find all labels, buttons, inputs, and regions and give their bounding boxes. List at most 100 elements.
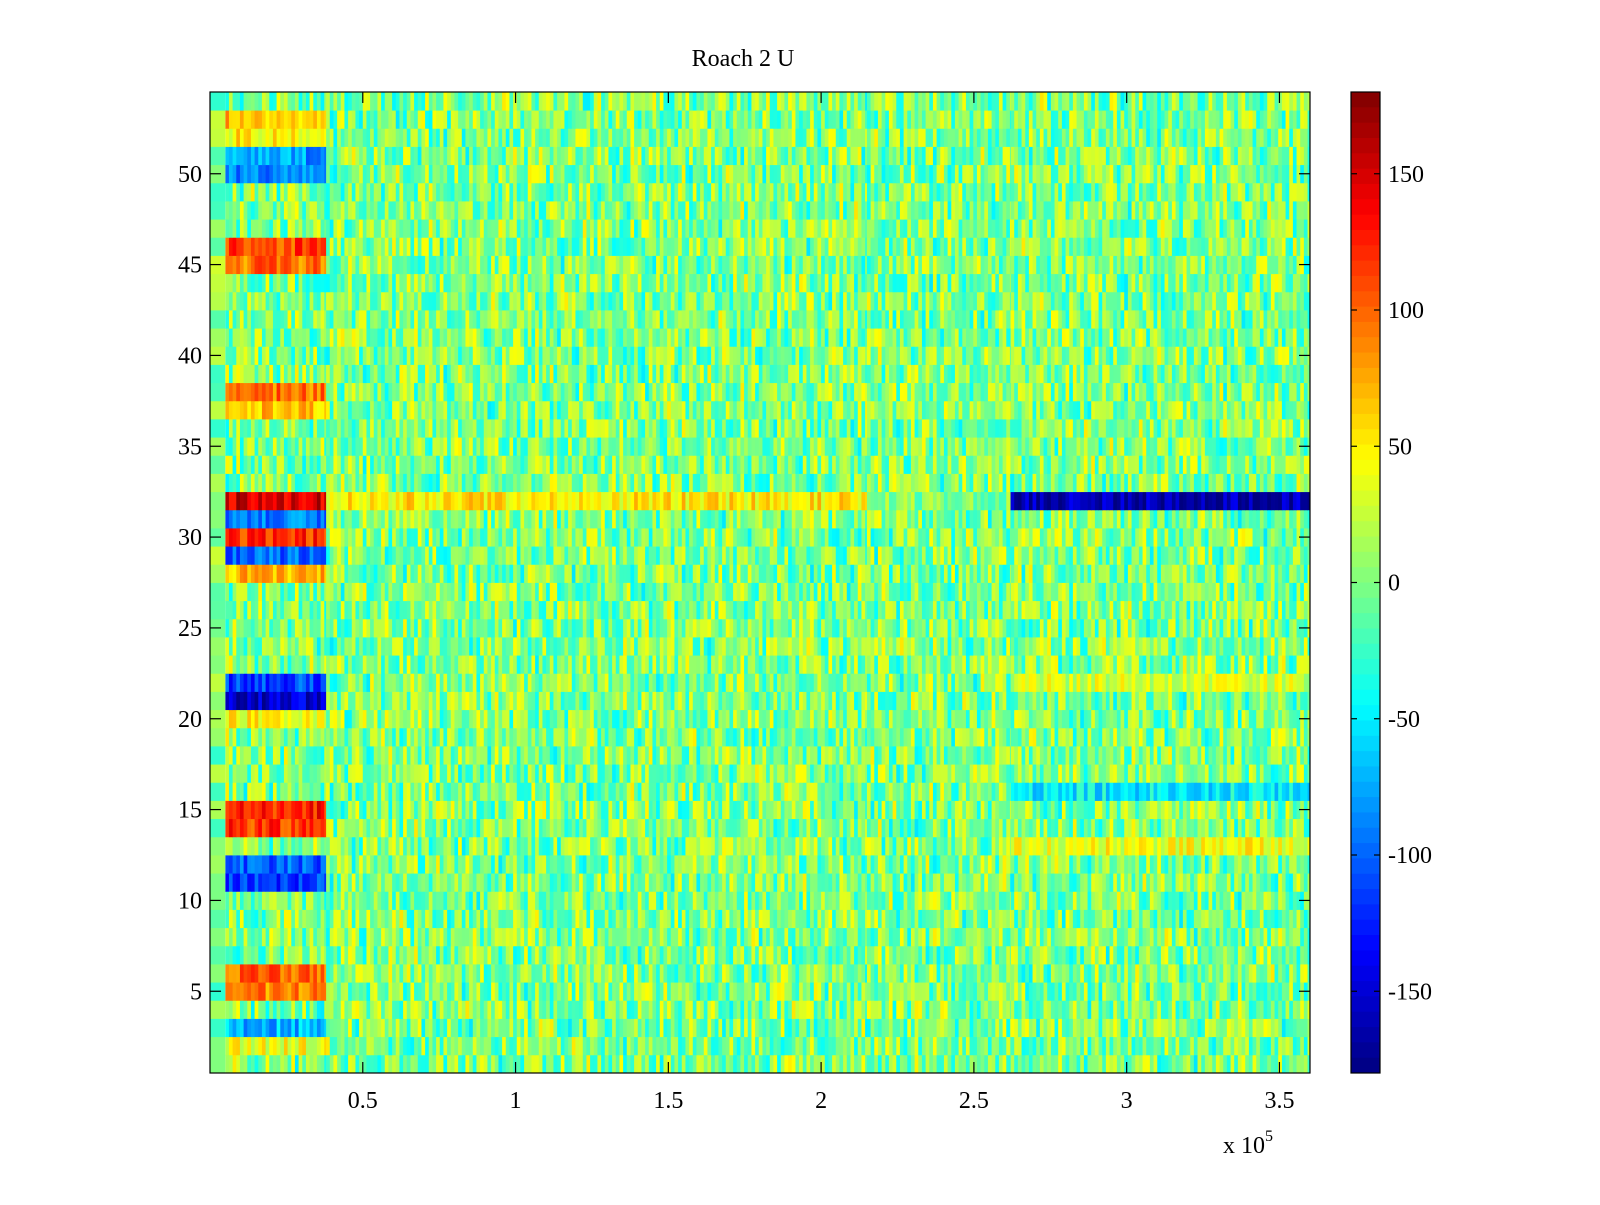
heatmap-cell [1010,964,1015,983]
heatmap-cell [929,891,934,910]
heatmap-cell [324,764,327,783]
heatmap-cell [943,782,949,801]
heatmap-cell [351,1054,356,1074]
heatmap-cell [835,1000,840,1019]
heatmap-cell [351,909,356,929]
heatmap-cell [421,927,426,947]
heatmap-cell [329,818,334,838]
heatmap-cell [414,764,419,783]
heatmap-cell [283,1018,289,1038]
heatmap-cell [305,800,311,820]
heatmap-cell [1009,873,1011,892]
heatmap-cell [1076,964,1081,983]
heatmap-cell [1149,891,1154,910]
heatmap-cell [696,1000,701,1019]
heatmap-cell [432,836,437,856]
heatmap-cell [777,1018,782,1038]
heatmap-cell [491,1018,496,1038]
heatmap-cell [1047,1018,1052,1038]
heatmap-cell [1069,964,1074,983]
heatmap-cell [513,927,518,947]
heatmap-cell [384,945,389,965]
heatmap-cell [535,764,540,783]
heatmap-cell [1153,982,1158,1001]
heatmap-cell [414,1054,419,1074]
heatmap-cell [425,836,430,856]
heatmap-cell [784,909,789,929]
heatmap-cell [648,836,653,856]
heatmap-cell [373,1054,378,1074]
heatmap-cell [1014,945,1019,965]
heatmap-cell [597,1036,602,1056]
heatmap-cell [740,982,745,1001]
heatmap-cell [283,909,289,929]
heatmap-cell [239,891,245,910]
heatmap-cell [630,945,635,965]
heatmap-cell [1021,927,1026,947]
heatmap-cell [593,891,598,910]
heatmap-cell [465,782,470,801]
heatmap-cell [828,836,833,856]
heatmap-cell [458,1000,463,1019]
heatmap-cell [1083,855,1088,874]
heatmap-cell [1091,945,1096,965]
heatmap-cell [1204,855,1209,874]
heatmap-cell [1124,927,1129,947]
heatmap-cell [370,945,375,965]
heatmap-cell [531,982,536,1001]
heatmap-cell [995,1018,1000,1038]
heatmap-cell [575,1036,580,1056]
heatmap-cell [958,836,963,856]
heatmap-cell [747,836,752,856]
heatmap-cell [995,964,1000,983]
heatmap-cell [302,782,307,801]
heatmap-cell [516,800,521,820]
heatmap-cell [766,964,771,983]
heatmap-cell [1009,855,1011,874]
heatmap-cell [1087,873,1092,892]
heatmap-cell [1102,909,1107,929]
heatmap-cell [877,782,883,801]
heatmap-cell [1028,1000,1033,1019]
heatmap-cell [857,909,862,929]
heatmap-cell [777,836,782,856]
heatmap-cell [355,945,360,965]
heatmap-cell [590,891,595,910]
heatmap-cell [637,1054,642,1074]
heatmap-cell [802,1054,807,1074]
heatmap-cell [1175,891,1180,910]
heatmap-cell [652,1018,657,1038]
heatmap-cell [272,1036,278,1056]
heatmap-cell [527,836,532,856]
heatmap-cell [1021,836,1026,856]
heatmap-cell [239,982,245,1001]
heatmap-cell [210,1036,226,1056]
heatmap-cell [294,782,300,801]
heatmap-cell [1241,982,1246,1001]
heatmap-cell [1135,945,1140,965]
heatmap-cell [799,964,804,983]
heatmap-cell [932,855,938,874]
heatmap-cell [914,1054,919,1074]
heatmap-cell [348,964,353,983]
heatmap-cell [1153,855,1158,874]
heatmap-cell [824,1054,829,1074]
heatmap-cell [1028,891,1033,910]
heatmap-cell [1036,1036,1041,1056]
heatmap-cell [261,945,267,965]
heatmap-cell [549,945,554,965]
heatmap-cell [965,964,971,983]
heatmap-cell [910,891,916,910]
heatmap-cell [403,800,408,820]
heatmap-cell [410,873,415,892]
heatmap-cell [1274,782,1279,801]
heatmap-cell [835,1036,840,1056]
heatmap-cell [1259,873,1264,892]
heatmap-cell [1002,945,1007,965]
heatmap-cell [965,1018,971,1038]
heatmap-cell [309,782,314,801]
heatmap-cell [283,855,289,874]
heatmap-cell [1267,1054,1272,1074]
heatmap-cell [987,782,993,801]
heatmap-cell [995,818,1000,838]
